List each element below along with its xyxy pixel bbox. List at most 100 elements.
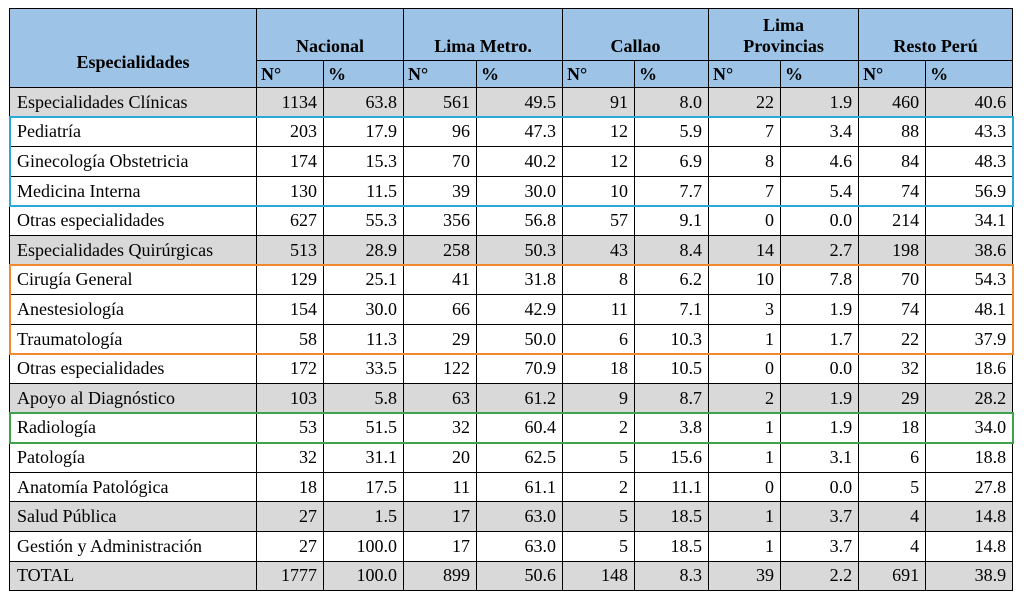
cell-percent: 61.2 bbox=[476, 382, 564, 414]
row-label: Traumatología bbox=[9, 323, 257, 355]
cell-percent: 1.7 bbox=[780, 323, 860, 355]
cell-count: 460 bbox=[858, 87, 927, 118]
cell-count: 29 bbox=[858, 382, 927, 414]
cell-count: 1 bbox=[708, 501, 782, 532]
cell-percent: 18.5 bbox=[634, 530, 710, 562]
table-row: Anatomía Patológica 18 17.5 11 61.1 2 11.1 0 0.0… bbox=[9, 471, 1014, 503]
cell-count: 122 bbox=[403, 353, 478, 384]
cell-count: 41 bbox=[403, 264, 478, 296]
cell-count: 43 bbox=[562, 234, 636, 266]
cell-count: 57 bbox=[562, 205, 636, 236]
cell-count: 32 bbox=[858, 353, 927, 384]
subheader-n: N° bbox=[858, 60, 927, 88]
table-row: Anestesiología 154 30.0 66 42.9 11 7.1 3 1.9 74 48… bbox=[9, 294, 1014, 325]
cell-count: 7 bbox=[708, 116, 782, 148]
cell-count: 1 bbox=[708, 530, 782, 562]
cell-count: 627 bbox=[256, 205, 324, 236]
cell-percent: 18.5 bbox=[634, 501, 710, 532]
table-container: Especialidades Nacional Lima Metro. Call… bbox=[8, 8, 1014, 592]
cell-count: 356 bbox=[403, 205, 478, 236]
cell-percent: 8.3 bbox=[634, 560, 710, 592]
cell-percent: 1.5 bbox=[322, 501, 405, 532]
row-label: Patología bbox=[9, 442, 257, 473]
cell-count: 899 bbox=[403, 560, 478, 592]
cell-percent: 3.4 bbox=[780, 116, 860, 148]
cell-count: 32 bbox=[403, 412, 478, 444]
cell-percent: 50.3 bbox=[476, 234, 564, 266]
cell-count: 18 bbox=[858, 412, 927, 444]
cell-percent: 63.0 bbox=[476, 530, 564, 562]
cell-count: 39 bbox=[708, 560, 782, 592]
cell-percent: 38.9 bbox=[925, 560, 1014, 592]
cell-percent: 30.0 bbox=[476, 175, 564, 207]
cell-percent: 34.1 bbox=[925, 205, 1014, 236]
cell-count: 18 bbox=[256, 471, 324, 503]
cell-count: 3 bbox=[708, 294, 782, 325]
cell-count: 2 bbox=[708, 382, 782, 414]
cell-percent: 50.0 bbox=[476, 323, 564, 355]
header-row-subcolumns: N° % N° % N° % N° % N° % bbox=[10, 60, 1014, 88]
table-row: Ginecología Obstetricia 174 15.3 70 40.2 12 6.… bbox=[9, 146, 1014, 177]
cell-percent: 6.9 bbox=[634, 146, 710, 177]
cell-percent: 43.3 bbox=[925, 116, 1014, 148]
cell-count: 2 bbox=[562, 471, 636, 503]
cell-count: 129 bbox=[256, 264, 324, 296]
cell-count: 1 bbox=[708, 323, 782, 355]
cell-percent: 1.9 bbox=[780, 412, 860, 444]
table-row: Medicina Interna 130 11.5 39 30.0 10 7.7 7 5.4 74… bbox=[9, 175, 1014, 207]
cell-percent: 48.3 bbox=[925, 146, 1014, 177]
cell-count: 6 bbox=[858, 442, 927, 473]
table-row: Salud Pública 27 1.5 17 63.0 5 18.5 1 3.7 4 14.8 bbox=[9, 501, 1014, 532]
cell-percent: 4.6 bbox=[780, 146, 860, 177]
cell-percent: 15.6 bbox=[634, 442, 710, 473]
header-group-resto-peru: Resto Perú bbox=[858, 8, 1014, 61]
cell-count: 1134 bbox=[256, 87, 324, 118]
cell-percent: 56.9 bbox=[925, 175, 1014, 207]
cell-percent: 100.0 bbox=[322, 530, 405, 562]
cell-percent: 47.3 bbox=[476, 116, 564, 148]
cell-count: 513 bbox=[256, 234, 324, 266]
table-row: Gestión y Administración 27 100.0 17 63.0 5 18… bbox=[9, 530, 1014, 562]
cell-percent: 62.5 bbox=[476, 442, 564, 473]
cell-percent: 14.8 bbox=[925, 530, 1014, 562]
subheader-pct: % bbox=[322, 60, 405, 88]
cell-count: 20 bbox=[403, 442, 478, 473]
cell-count: 96 bbox=[403, 116, 478, 148]
cell-count: 130 bbox=[256, 175, 324, 207]
cell-percent: 5.9 bbox=[634, 116, 710, 148]
cell-count: 1777 bbox=[256, 560, 324, 592]
cell-percent: 40.6 bbox=[925, 87, 1014, 118]
cell-percent: 18.8 bbox=[925, 442, 1014, 473]
cell-percent: 30.0 bbox=[322, 294, 405, 325]
cell-count: 5 bbox=[858, 471, 927, 503]
cell-percent: 31.8 bbox=[476, 264, 564, 296]
cell-count: 53 bbox=[256, 412, 324, 444]
cell-percent: 38.6 bbox=[925, 234, 1014, 266]
cell-count: 22 bbox=[858, 323, 927, 355]
cell-count: 63 bbox=[403, 382, 478, 414]
cell-percent: 3.1 bbox=[780, 442, 860, 473]
header-group-callao: Callao bbox=[562, 8, 710, 61]
cell-count: 154 bbox=[256, 294, 324, 325]
row-label: Apoyo al Diagnóstico bbox=[9, 382, 257, 414]
cell-percent: 70.9 bbox=[476, 353, 564, 384]
cell-percent: 11.5 bbox=[322, 175, 405, 207]
row-label: Anestesiología bbox=[9, 294, 257, 325]
cell-percent: 9.1 bbox=[634, 205, 710, 236]
cell-percent: 6.2 bbox=[634, 264, 710, 296]
row-label: TOTAL bbox=[9, 560, 257, 592]
cell-count: 4 bbox=[858, 530, 927, 562]
cell-count: 5 bbox=[562, 501, 636, 532]
cell-count: 1 bbox=[708, 412, 782, 444]
cell-percent: 28.9 bbox=[322, 234, 405, 266]
cell-count: 203 bbox=[256, 116, 324, 148]
cell-count: 84 bbox=[858, 146, 927, 177]
cell-percent: 2.7 bbox=[780, 234, 860, 266]
especialidades-table: Especialidades Nacional Lima Metro. Call… bbox=[9, 8, 1014, 592]
subheader-n: N° bbox=[256, 60, 324, 88]
cell-count: 74 bbox=[858, 294, 927, 325]
header-group-nacional: Nacional bbox=[255, 8, 405, 61]
row-label: Radiología bbox=[9, 412, 257, 444]
cell-percent: 7.7 bbox=[634, 175, 710, 207]
cell-percent: 40.2 bbox=[476, 146, 564, 177]
